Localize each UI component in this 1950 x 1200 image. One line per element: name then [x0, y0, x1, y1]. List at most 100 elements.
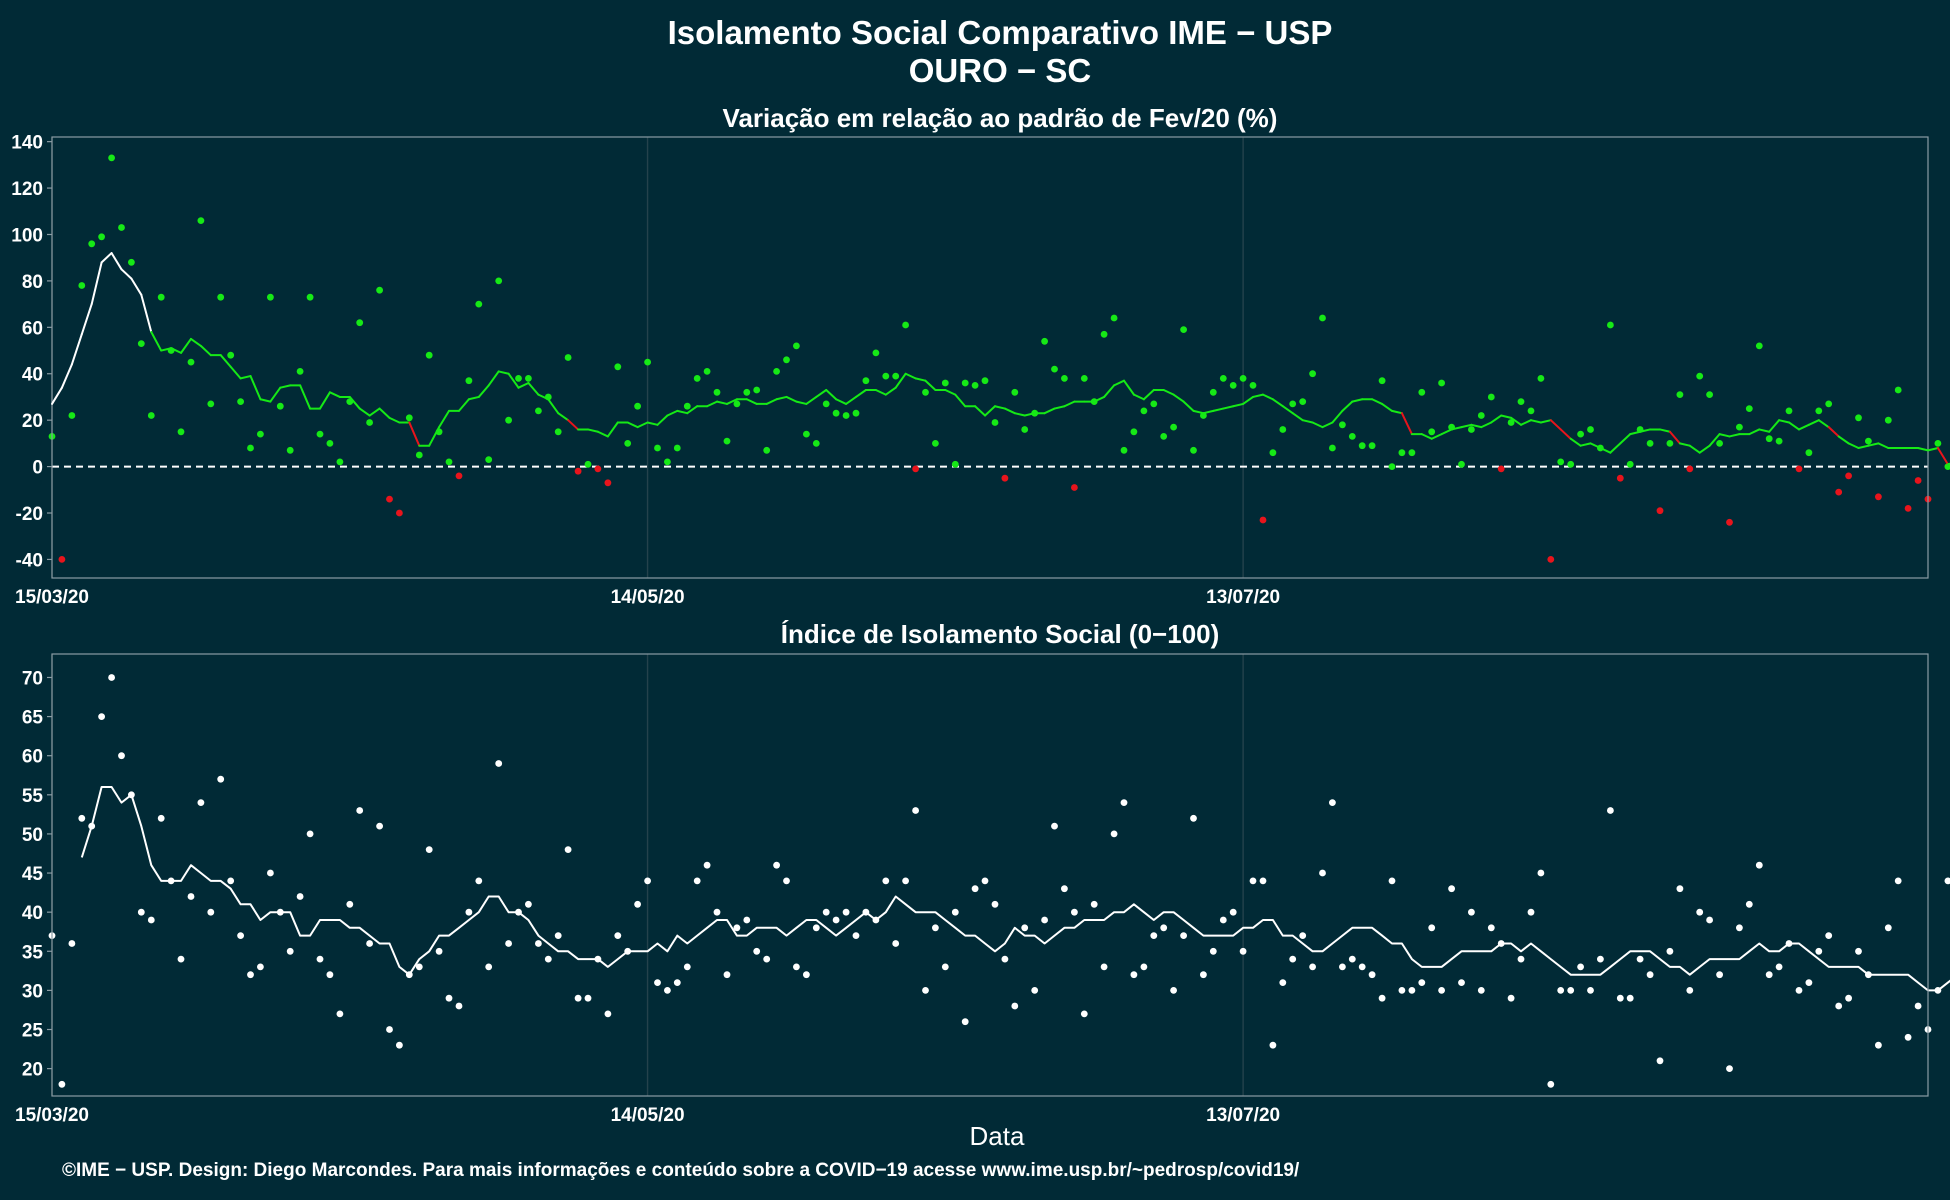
- y-tick-label: 40: [22, 903, 43, 924]
- variation-line-segment: [884, 386, 897, 396]
- data-point: [703, 368, 711, 375]
- data-point: [1656, 1057, 1664, 1065]
- data-point: [991, 419, 999, 426]
- data-point: [1607, 807, 1614, 814]
- variation-line-segment: [229, 365, 242, 380]
- data-point: [505, 416, 512, 424]
- data-point: [1339, 963, 1346, 971]
- variation-line-segment: [1103, 384, 1116, 398]
- data-point: [1527, 407, 1535, 415]
- data-point: [505, 940, 512, 947]
- data-point: [316, 430, 324, 438]
- data-point: [951, 460, 959, 468]
- data-point: [1686, 987, 1694, 994]
- variation-line-segment: [1222, 405, 1235, 410]
- data-point: [624, 440, 632, 447]
- data-point: [495, 277, 503, 285]
- data-point: [1468, 426, 1475, 433]
- data-point: [1865, 971, 1872, 979]
- data-point: [564, 354, 572, 361]
- variation-line-segment: [825, 388, 838, 401]
- variation-line-segment: [1758, 428, 1771, 433]
- data-point: [306, 293, 314, 301]
- data-point: [1309, 963, 1316, 971]
- data-point: [981, 377, 989, 385]
- data-point: [1209, 947, 1217, 955]
- data-point: [812, 924, 820, 932]
- data-point: [1398, 987, 1406, 994]
- variation-line-segment: [557, 412, 570, 422]
- variation-line-segment: [507, 372, 520, 389]
- variation-line-segment: [1172, 393, 1185, 403]
- variation-line-segment: [606, 421, 619, 438]
- data-point: [118, 224, 125, 231]
- variation-line-segment: [944, 388, 957, 396]
- data-point: [594, 955, 602, 963]
- data-point: [1200, 971, 1207, 979]
- data-point: [1080, 375, 1088, 382]
- variation-line-segment: [527, 382, 540, 396]
- data-point: [1716, 971, 1723, 979]
- data-point: [1120, 799, 1128, 806]
- data-point: [1477, 987, 1485, 994]
- variation-line-segment: [1023, 412, 1036, 417]
- data-point: [693, 877, 701, 885]
- variation-line-segment: [775, 395, 788, 401]
- variation-line-segment: [567, 419, 580, 431]
- variation-line-segment: [487, 370, 500, 387]
- data-point: [574, 467, 582, 475]
- data-point: [1547, 556, 1555, 563]
- x-tick-label: 13/07/20: [1206, 587, 1280, 608]
- data-point: [1775, 437, 1783, 445]
- data-point: [634, 900, 641, 908]
- variation-line-segment: [1490, 414, 1503, 424]
- x-tick-label: 14/05/20: [611, 587, 685, 608]
- data-point: [733, 924, 741, 932]
- data-point: [1428, 924, 1436, 932]
- data-point: [1229, 382, 1237, 389]
- data-point: [286, 446, 294, 454]
- variation-line-segment: [90, 261, 103, 306]
- data-point: [614, 932, 622, 939]
- variation-line-segment: [358, 407, 371, 417]
- variation-line-segment: [1549, 419, 1562, 431]
- isolation-index-y-ticks: 70 65 60 55 50 45 40 35 30 25 20: [22, 668, 52, 1081]
- data-point: [1487, 924, 1495, 932]
- y-tick-label: -40: [16, 550, 43, 571]
- data-point: [1358, 442, 1366, 450]
- data-point: [1299, 398, 1307, 405]
- data-point: [336, 1010, 344, 1018]
- variation-line-segment: [60, 363, 73, 389]
- data-point: [1388, 877, 1396, 885]
- variation-line-segment: [1529, 419, 1542, 424]
- data-point: [276, 402, 284, 410]
- data-point: [127, 258, 135, 266]
- variation-line-segment: [1927, 447, 1939, 452]
- data-point: [525, 375, 532, 382]
- data-point: [1765, 435, 1773, 443]
- y-tick-label: 100: [11, 225, 43, 246]
- data-point: [1279, 426, 1287, 433]
- variation-line-segment: [1381, 402, 1393, 412]
- variation-line-segment: [1678, 442, 1691, 447]
- variation-line-segment: [666, 409, 679, 417]
- data-point: [1875, 493, 1882, 501]
- variation-line-segment: [497, 370, 510, 375]
- data-point: [1497, 465, 1505, 473]
- variation-line-segment: [537, 393, 550, 401]
- variation-line-segment: [1281, 405, 1294, 415]
- isolation-index-x-ticks: 15/03/20 14/05/20 13/07/20: [15, 1105, 1280, 1126]
- data-point: [247, 444, 254, 452]
- data-point: [584, 994, 592, 1002]
- data-point: [1537, 375, 1545, 382]
- data-point: [1269, 1041, 1277, 1049]
- data-point: [1527, 908, 1535, 916]
- variation-line-segment: [706, 400, 719, 408]
- data-point: [1676, 885, 1684, 893]
- data-point: [147, 412, 155, 419]
- data-point: [1071, 908, 1078, 916]
- variation-line-segment: [1639, 428, 1652, 433]
- data-point: [664, 458, 671, 466]
- variation-line-segment: [378, 407, 391, 419]
